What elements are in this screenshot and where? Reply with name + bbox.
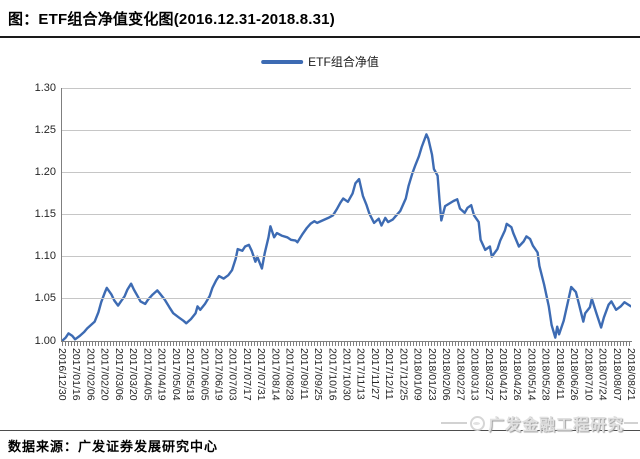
etf-net-value-line <box>62 133 631 341</box>
x-axis-label: 2017/05/18 <box>184 348 197 401</box>
x-axis-label: 2018/08/21 <box>625 348 637 401</box>
y-axis-label: 1.15 <box>34 208 56 220</box>
x-axis-label: 2017/10/16 <box>326 348 339 401</box>
x-axis-label: 2018/01/09 <box>411 348 424 401</box>
y-axis-label: 1.00 <box>34 334 56 347</box>
x-axis-label: 2018/08/07 <box>610 348 623 401</box>
x-axis-label: 2017/06/19 <box>212 348 225 401</box>
x-axis-label: 2018/06/11 <box>553 348 566 400</box>
gridline <box>62 129 631 131</box>
x-axis-label: 2017/09/11 <box>297 348 310 400</box>
y-axis-label: 1.30 <box>34 81 56 94</box>
x-axis-label: 2017/03/06 <box>112 348 125 401</box>
watermark-left-line <box>440 422 467 424</box>
legend-label: ETF组合净值 <box>308 55 379 69</box>
y-axis-line <box>61 88 62 342</box>
x-axis-label: 2017/08/28 <box>283 348 296 401</box>
x-axis-label: 2017/08/14 <box>269 348 282 401</box>
x-axis-label: 2018/06/26 <box>568 348 581 401</box>
x-axis-label: 2016/12/30 <box>56 348 68 401</box>
x-axis-label: 2018/03/27 <box>482 348 495 401</box>
x-axis-label: 2018/01/23 <box>425 348 438 401</box>
x-axis-line <box>62 340 632 342</box>
x-axis-label: 2017/03/20 <box>127 348 140 401</box>
y-axis-label: 1.20 <box>34 165 56 178</box>
x-axis-label: 2018/04/12 <box>496 348 509 401</box>
gf-logo-icon <box>469 415 485 431</box>
x-axis-label: 2017/02/06 <box>84 348 97 401</box>
x-axis-label: 2018/03/13 <box>468 348 481 401</box>
x-axis-label: 2017/10/30 <box>340 348 353 401</box>
watermark-text: 广发金融工程研究 <box>487 417 624 434</box>
x-axis-label: 2018/02/27 <box>454 348 467 401</box>
gridline <box>62 298 631 300</box>
x-axis-label: 2018/07/10 <box>582 348 595 401</box>
footer-divider <box>0 430 640 431</box>
x-axis-label: 2018/05/14 <box>525 348 538 401</box>
x-axis-label: 2017/09/25 <box>312 348 325 401</box>
x-axis-label: 2018/02/06 <box>440 348 453 401</box>
title-divider <box>0 36 640 38</box>
x-axis-label: 2018/05/28 <box>539 348 552 401</box>
y-axis-label: 1.25 <box>34 123 56 136</box>
x-axis-label: 2017/12/25 <box>397 348 410 401</box>
x-axis-label: 2017/06/05 <box>198 348 211 401</box>
gridline <box>62 87 631 89</box>
data-source-note: 数据来源：广发证券发展研究中心 <box>8 439 219 454</box>
x-axis-label: 2017/07/03 <box>226 348 239 401</box>
x-axis-label: 2017/04/05 <box>141 348 154 401</box>
figure-title: 图：ETF组合净值变化图(2016.12.31-2018.8.31) <box>8 11 335 28</box>
gridline <box>62 256 631 258</box>
x-axis-label: 2017/01/16 <box>70 348 83 401</box>
x-axis-label: 2017/11/13 <box>354 348 367 400</box>
x-axis-label: 2017/12/11 <box>383 348 396 400</box>
x-axis-label: 2017/07/31 <box>255 348 268 401</box>
x-axis-label: 2018/04/26 <box>511 348 524 401</box>
x-axis-label: 2017/07/17 <box>240 348 253 401</box>
watermark: 广发金融工程研究 <box>440 411 638 435</box>
line-series-svg <box>62 133 631 341</box>
gridline <box>62 214 631 215</box>
chart-legend: ETF组合净值 <box>261 53 379 70</box>
x-axis-tick-marks <box>62 342 632 346</box>
x-axis-label: 2017/04/19 <box>155 348 168 401</box>
gridline <box>62 171 631 173</box>
x-axis-label: 2017/05/04 <box>169 348 182 401</box>
watermark-right-line <box>624 422 638 424</box>
y-axis-label: 1.05 <box>34 292 56 305</box>
x-axis-label: 2017/11/27 <box>368 348 381 400</box>
x-axis-label: 2017/02/20 <box>98 348 111 401</box>
y-axis-label: 1.10 <box>34 250 56 263</box>
x-axis-label: 2018/07/24 <box>596 348 609 401</box>
legend-line-swatch <box>261 59 304 64</box>
